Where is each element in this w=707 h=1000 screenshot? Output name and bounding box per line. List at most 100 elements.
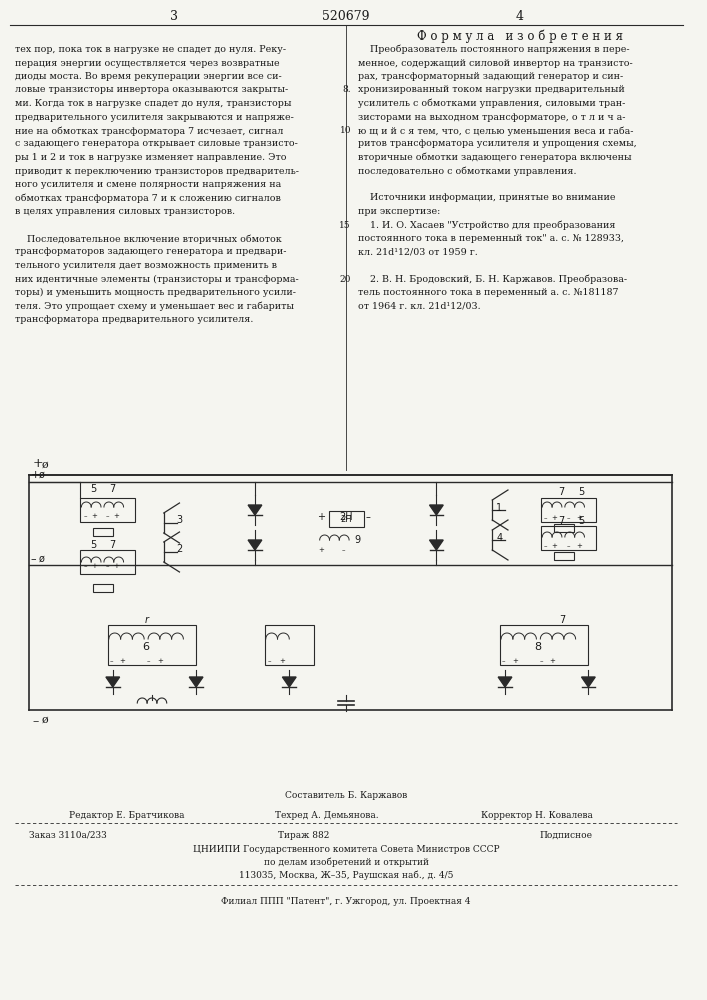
Text: –: – bbox=[30, 554, 36, 564]
Text: ø: ø bbox=[38, 470, 44, 480]
Text: 10: 10 bbox=[339, 126, 351, 135]
Text: 15: 15 bbox=[339, 221, 351, 230]
Text: 5: 5 bbox=[90, 484, 96, 494]
Text: +: + bbox=[114, 563, 119, 569]
Text: Ф о р м у л а   и з о б р е т е н и я: Ф о р м у л а и з о б р е т е н и я bbox=[416, 29, 623, 43]
Text: 4: 4 bbox=[515, 10, 524, 23]
Polygon shape bbox=[498, 677, 512, 687]
Text: ø: ø bbox=[41, 460, 48, 470]
Text: –: – bbox=[543, 543, 547, 549]
Text: вторичные обмотки задающего генератора включены: вторичные обмотки задающего генератора в… bbox=[358, 153, 631, 162]
Text: 6: 6 bbox=[142, 642, 149, 652]
Text: 5: 5 bbox=[90, 540, 96, 550]
Text: усилитель с обмотками управления, силовыми тран-: усилитель с обмотками управления, силовы… bbox=[358, 99, 625, 108]
Text: –: – bbox=[567, 515, 571, 521]
Text: ЦНИИПИ Государственного комитета Совета Министров СССР: ЦНИИПИ Государственного комитета Совета … bbox=[193, 844, 499, 854]
Text: 2Н: 2Н bbox=[339, 512, 353, 522]
Text: +: + bbox=[551, 515, 557, 521]
Text: –: – bbox=[33, 715, 39, 728]
Text: приводит к переключению транзисторов предваритель-: приводит к переключению транзисторов пре… bbox=[15, 166, 299, 176]
Text: –: – bbox=[106, 513, 110, 519]
Polygon shape bbox=[430, 505, 443, 515]
Text: +: + bbox=[157, 658, 163, 664]
Text: +: + bbox=[114, 513, 119, 519]
Text: –: – bbox=[83, 513, 87, 519]
Text: менное, содержащий силовой инвертор на транзисто-: менное, содержащий силовой инвертор на т… bbox=[358, 58, 633, 68]
Text: Последовательное включение вторичных обмоток: Последовательное включение вторичных обм… bbox=[15, 234, 281, 243]
Bar bbox=[81, 498, 135, 522]
Text: 1. И. О. Хасаев "Устройство для преобразования: 1. И. О. Хасаев "Устройство для преобраз… bbox=[358, 221, 615, 230]
Text: –: – bbox=[502, 658, 506, 664]
Text: r: r bbox=[145, 615, 149, 625]
Text: –: – bbox=[83, 563, 87, 569]
Bar bbox=[554, 524, 573, 532]
Bar bbox=[500, 625, 588, 665]
Text: зисторами на выходном трансформаторе, о т л и ч а-: зисторами на выходном трансформаторе, о … bbox=[358, 112, 626, 121]
Text: трансформатора предварительного усилителя.: трансформатора предварительного усилител… bbox=[15, 315, 253, 324]
Text: +: + bbox=[319, 547, 325, 553]
Polygon shape bbox=[282, 677, 296, 687]
Text: торы) и уменьшить мощность предварительного усили-: торы) и уменьшить мощность предварительн… bbox=[15, 288, 296, 297]
Text: +: + bbox=[577, 543, 583, 549]
Text: с задающего генератора открывает силовые транзисто-: с задающего генератора открывает силовые… bbox=[15, 139, 298, 148]
Text: в целях управления силовых транзисторов.: в целях управления силовых транзисторов. bbox=[15, 207, 235, 216]
Text: 113035, Москва, Ж–35, Раушская наб., д. 4/5: 113035, Москва, Ж–35, Раушская наб., д. … bbox=[239, 870, 453, 880]
Bar bbox=[542, 526, 596, 550]
Text: от 1964 г. кл. 21d¹12/03.: от 1964 г. кл. 21d¹12/03. bbox=[358, 302, 481, 310]
Text: +: + bbox=[512, 658, 518, 664]
Text: тех пор, пока ток в нагрузке не спадет до нуля. Реку-: тех пор, пока ток в нагрузке не спадет д… bbox=[15, 45, 286, 54]
Text: 2Н: 2Н bbox=[340, 514, 352, 524]
Text: 7: 7 bbox=[558, 516, 564, 526]
Text: 2: 2 bbox=[177, 544, 183, 554]
Text: +: + bbox=[91, 513, 97, 519]
Text: трансформаторов задающего генератора и предвари-: трансформаторов задающего генератора и п… bbox=[15, 247, 286, 256]
Text: Источники информации, принятые во внимание: Источники информации, принятые во вниман… bbox=[358, 194, 615, 202]
Text: Преобразователь постоянного напряжения в пере-: Преобразователь постоянного напряжения в… bbox=[358, 45, 629, 54]
Text: Тираж 882: Тираж 882 bbox=[279, 830, 329, 840]
Text: Редактор Е. Братчикова: Редактор Е. Братчикова bbox=[69, 810, 184, 820]
Text: Составитель Б. Каржавов: Составитель Б. Каржавов bbox=[285, 790, 407, 800]
Text: +: + bbox=[91, 563, 97, 569]
Text: –: – bbox=[268, 658, 271, 664]
Text: –: – bbox=[539, 658, 543, 664]
Text: ø: ø bbox=[41, 715, 48, 725]
Text: –: – bbox=[543, 515, 547, 521]
Text: +: + bbox=[33, 457, 43, 470]
Text: ловые транзисторы инвертора оказываются закрыты-: ловые транзисторы инвертора оказываются … bbox=[15, 86, 288, 95]
Text: теля. Это упрощает схему и уменьшает вес и габариты: теля. Это упрощает схему и уменьшает вес… bbox=[15, 302, 293, 311]
Text: ние на обмотках трансформатора 7 исчезает, сигнал: ние на обмотках трансформатора 7 исчезае… bbox=[15, 126, 283, 135]
Text: кл. 21d¹12/03 от 1959 г.: кл. 21d¹12/03 от 1959 г. bbox=[358, 247, 478, 256]
Text: +: + bbox=[30, 470, 40, 480]
Text: 5: 5 bbox=[578, 487, 585, 497]
Polygon shape bbox=[248, 540, 262, 550]
Text: 1: 1 bbox=[496, 503, 502, 513]
Text: –: – bbox=[366, 512, 370, 522]
Text: 7: 7 bbox=[110, 484, 116, 494]
Bar bbox=[542, 498, 596, 522]
Polygon shape bbox=[582, 677, 595, 687]
Text: +: + bbox=[577, 515, 583, 521]
Bar bbox=[93, 584, 113, 592]
Text: 3: 3 bbox=[177, 515, 182, 525]
Text: ритов трансформатора усилителя и упрощения схемы,: ритов трансформатора усилителя и упрощен… bbox=[358, 139, 637, 148]
Text: хронизированный током нагрузки предварительный: хронизированный током нагрузки предварит… bbox=[358, 86, 625, 95]
Text: 8: 8 bbox=[534, 642, 542, 652]
Text: 2. В. Н. Бродовский, Б. Н. Каржавов. Преобразова-: 2. В. Н. Бродовский, Б. Н. Каржавов. Пре… bbox=[358, 274, 627, 284]
Text: +: + bbox=[119, 658, 126, 664]
Text: рах, трансформаторный задающий генератор и син-: рах, трансформаторный задающий генератор… bbox=[358, 72, 623, 81]
Text: +: + bbox=[549, 658, 555, 664]
Text: Заказ 3110а/233: Заказ 3110а/233 bbox=[30, 830, 107, 840]
Bar bbox=[264, 625, 314, 665]
Text: обмотках трансформатора 7 и к сложению сигналов: обмотках трансформатора 7 и к сложению с… bbox=[15, 194, 281, 203]
Text: постоянного тока в переменный ток" а. с. № 128933,: постоянного тока в переменный ток" а. с.… bbox=[358, 234, 624, 243]
Text: тельного усилителя дает возможность применить в: тельного усилителя дает возможность прим… bbox=[15, 261, 276, 270]
Text: 7: 7 bbox=[559, 615, 565, 625]
Polygon shape bbox=[430, 540, 443, 550]
Bar bbox=[108, 625, 196, 665]
Text: при экспертизе:: при экспертизе: bbox=[358, 207, 440, 216]
Text: –: – bbox=[110, 658, 113, 664]
Text: них идентичные элементы (транзисторы и трансформа-: них идентичные элементы (транзисторы и т… bbox=[15, 274, 298, 284]
Text: +: + bbox=[317, 512, 325, 522]
Text: ю щ и й с я тем, что, с целью уменьшения веса и габа-: ю щ и й с я тем, что, с целью уменьшения… bbox=[358, 126, 633, 135]
Text: ры 1 и 2 и ток в нагрузке изменяет направление. Это: ры 1 и 2 и ток в нагрузке изменяет напра… bbox=[15, 153, 286, 162]
